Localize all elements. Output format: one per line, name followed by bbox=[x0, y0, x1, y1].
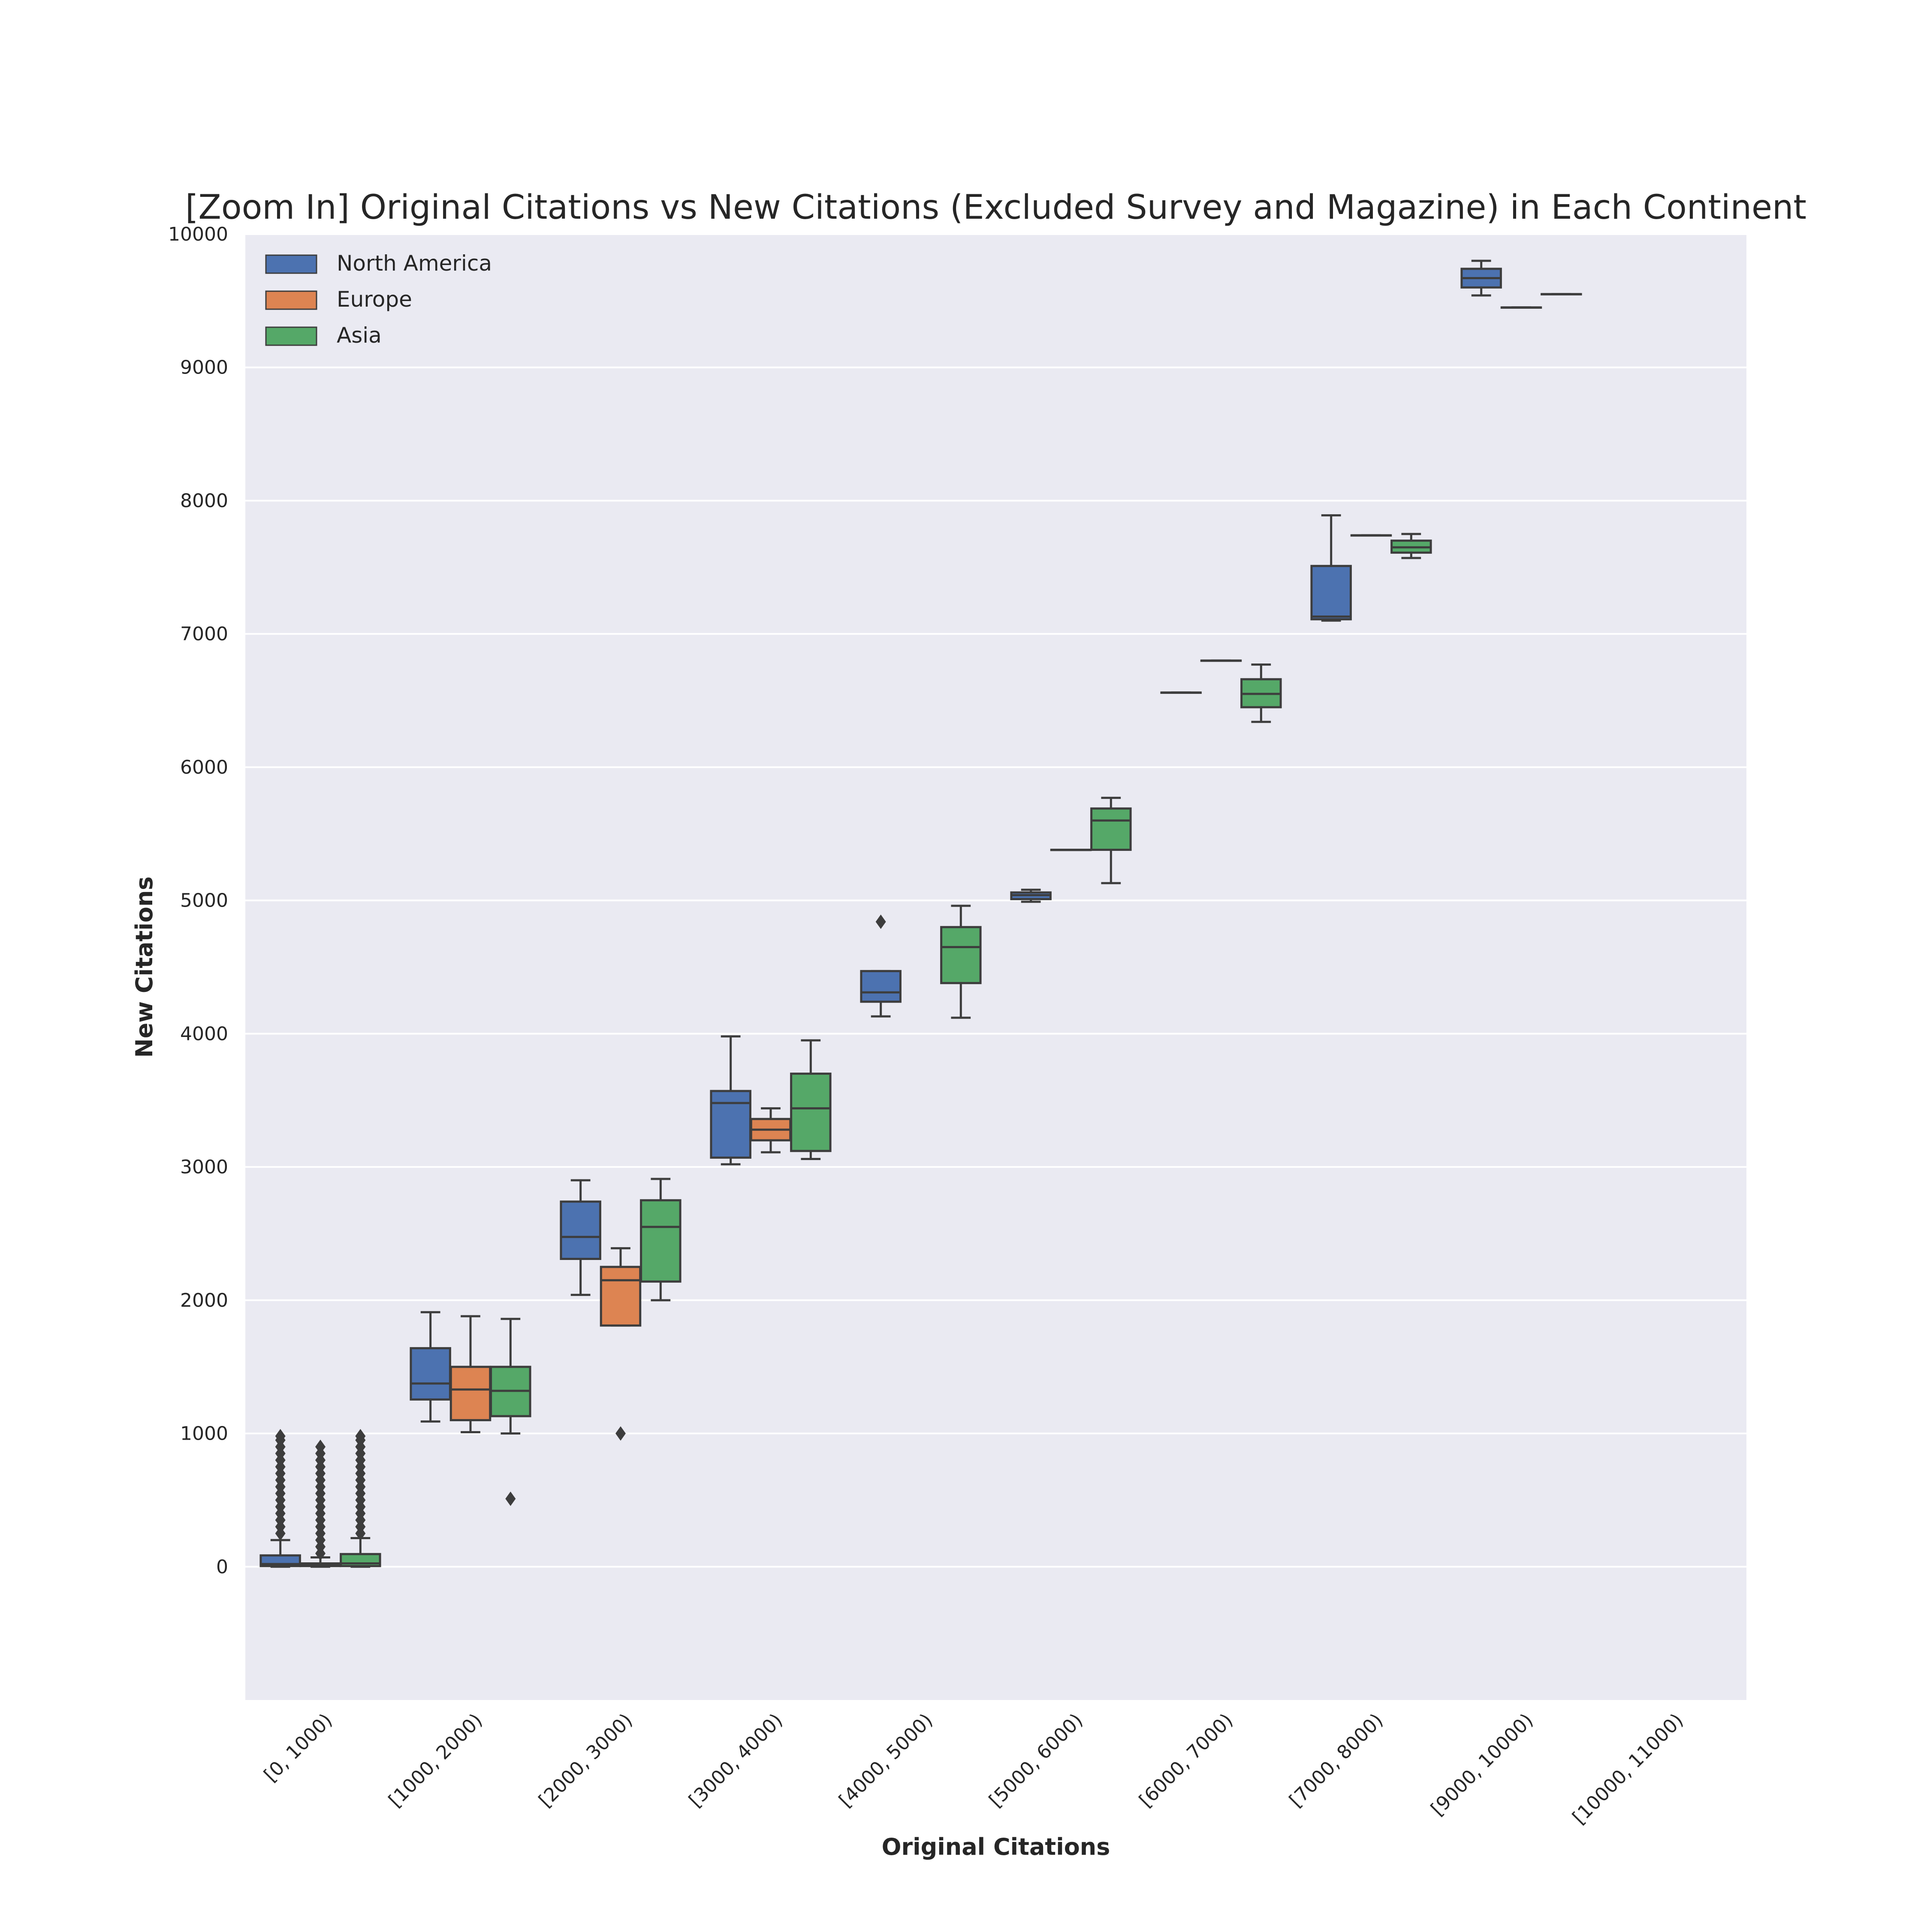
legend-label: Asia bbox=[337, 323, 382, 348]
box-body bbox=[860, 970, 902, 1003]
box-series bbox=[259, 259, 1582, 1568]
outlier-point bbox=[355, 1429, 366, 1444]
y-tick-label: 8000 bbox=[180, 490, 228, 512]
box-body bbox=[560, 1200, 601, 1260]
box bbox=[1010, 889, 1052, 903]
x-tick-label: [5000, 6000) bbox=[985, 1709, 1087, 1811]
y-axis-ticks: 0 1000 2000 3000 4000 5000 6000 7000 8000 9000 100… bbox=[168, 223, 228, 1578]
series-north-america bbox=[259, 259, 1502, 1568]
y-tick-label: 7000 bbox=[180, 623, 228, 645]
x-tick-label: [3000, 4000) bbox=[685, 1709, 787, 1811]
box bbox=[410, 1311, 451, 1423]
y-tick-label: 3000 bbox=[180, 1156, 228, 1178]
box bbox=[1090, 796, 1132, 884]
y-tick-label: 4000 bbox=[180, 1023, 228, 1045]
x-axis-ticks: [0, 1000) [1000, 2000) [2000, 3000) [3000, … bbox=[260, 1709, 1688, 1829]
y-tick-label: 1000 bbox=[180, 1423, 228, 1445]
outlier-point bbox=[875, 914, 886, 929]
x-tick-label: [0, 1000) bbox=[260, 1709, 337, 1786]
legend-swatch bbox=[265, 326, 317, 346]
x-tick-label: [2000, 3000) bbox=[534, 1709, 636, 1811]
x-tick-label: [7000, 8000) bbox=[1285, 1709, 1387, 1811]
box bbox=[560, 1179, 601, 1296]
outlier-point bbox=[505, 1492, 516, 1506]
box bbox=[750, 1107, 792, 1154]
legend-label: Europe bbox=[337, 287, 412, 312]
outlier-point bbox=[315, 1439, 326, 1454]
box bbox=[340, 1429, 381, 1568]
box bbox=[1310, 514, 1352, 622]
box bbox=[1240, 663, 1282, 723]
box-body bbox=[640, 1199, 682, 1283]
box bbox=[1541, 293, 1582, 295]
x-tick-label: [1000, 2000) bbox=[384, 1709, 486, 1811]
x-tick-label: [9000, 10000) bbox=[1426, 1709, 1537, 1820]
box bbox=[940, 904, 982, 1019]
x-tick-label: [4000, 5000) bbox=[835, 1709, 937, 1811]
y-tick-label: 5000 bbox=[180, 890, 228, 912]
outlier-point bbox=[615, 1426, 626, 1441]
box bbox=[490, 1317, 531, 1506]
y-tick-label: 2000 bbox=[180, 1290, 228, 1311]
y-tick-label: 9000 bbox=[180, 357, 228, 379]
x-tick-label: [10000, 11000) bbox=[1568, 1709, 1688, 1829]
box bbox=[640, 1178, 682, 1302]
box-body bbox=[790, 1073, 832, 1152]
box bbox=[299, 1439, 341, 1568]
box bbox=[1390, 533, 1432, 559]
outlier-point bbox=[275, 1429, 286, 1444]
box bbox=[1350, 534, 1392, 537]
y-tick-label: 10000 bbox=[168, 223, 228, 245]
box-body bbox=[940, 926, 982, 984]
box-body bbox=[1310, 565, 1352, 621]
box bbox=[790, 1039, 832, 1160]
box bbox=[1200, 659, 1242, 662]
legend-label: North America bbox=[337, 251, 492, 276]
legend: North America Europe Asia bbox=[265, 251, 492, 348]
y-tick-label: 6000 bbox=[180, 757, 228, 778]
box-body bbox=[410, 1347, 451, 1401]
box bbox=[1460, 259, 1502, 297]
y-axis-label: New Citations bbox=[131, 877, 158, 1058]
legend-swatch bbox=[265, 290, 317, 310]
plot-area bbox=[245, 234, 1746, 1700]
box-body bbox=[600, 1266, 642, 1327]
legend-swatch bbox=[265, 254, 317, 274]
box bbox=[1500, 306, 1542, 309]
box bbox=[259, 1429, 301, 1568]
series-asia bbox=[340, 293, 1582, 1568]
box bbox=[600, 1247, 642, 1441]
y-tick-label: 0 bbox=[216, 1556, 228, 1578]
x-tick-label: [6000, 7000) bbox=[1135, 1709, 1237, 1811]
chart-title: [Zoom In] Original Citations vs New Cita… bbox=[185, 188, 1806, 227]
box-body bbox=[710, 1090, 751, 1159]
box-body bbox=[449, 1365, 492, 1421]
box-body bbox=[1090, 807, 1132, 851]
x-axis-label: Original Citations bbox=[882, 1833, 1110, 1860]
box bbox=[860, 914, 902, 1018]
grid-lines bbox=[245, 233, 1746, 1568]
